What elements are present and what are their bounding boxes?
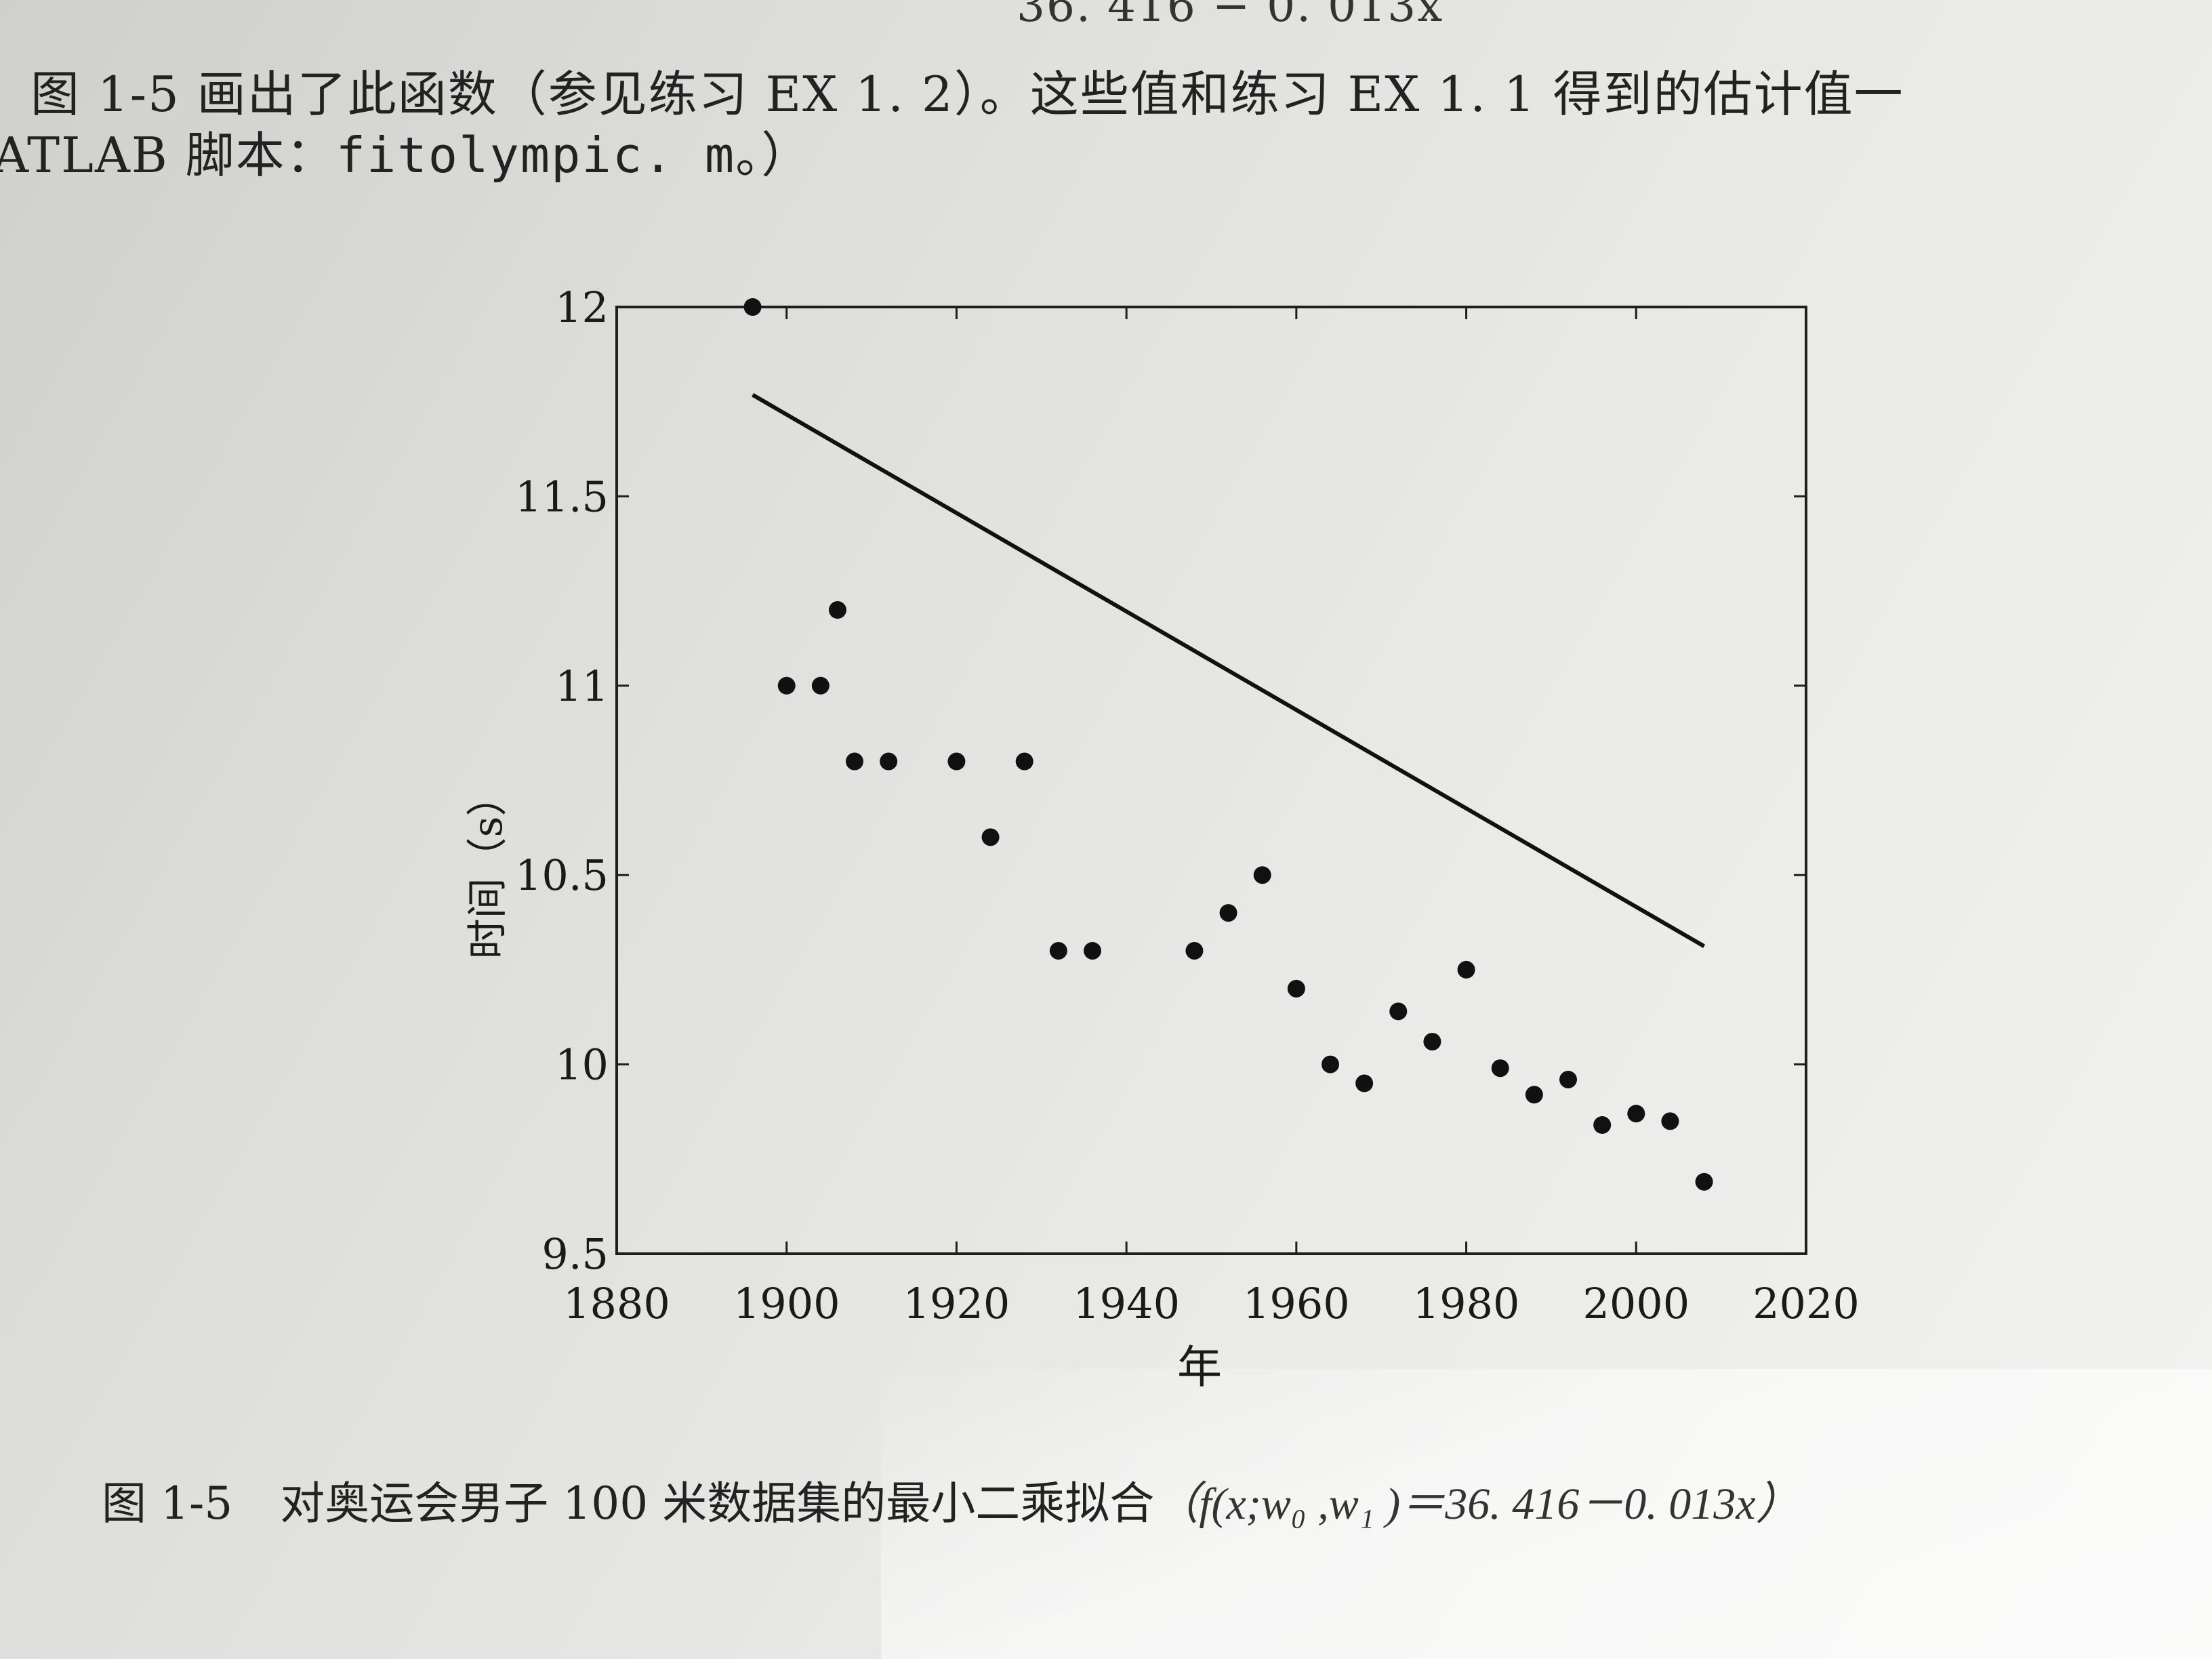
y-tick-label: 11.5 xyxy=(515,472,609,521)
body-text-line-1: 图 1-5 画出了此函数（参见练习 EX 1. 2）。这些值和练习 EX 1. … xyxy=(30,66,1904,123)
data-point xyxy=(1355,1074,1374,1092)
x-axis-label: 年 xyxy=(1177,1341,1222,1393)
data-point xyxy=(1389,1002,1408,1021)
data-point xyxy=(846,752,863,771)
caption-number: 图 1-5 xyxy=(102,1477,233,1530)
body-text-line-2-prefix: ATLAB 脚本： xyxy=(0,127,336,184)
data-point xyxy=(1253,866,1271,884)
caption-formula: （f(x;w₀ ,w₁ )＝36. 416－0. 013x） xyxy=(1154,1479,1801,1529)
x-tick-label: 2000 xyxy=(1582,1279,1689,1328)
x-tick-label: 1960 xyxy=(1243,1279,1350,1328)
data-point xyxy=(1185,941,1204,960)
x-tick-label: 1880 xyxy=(563,1279,670,1328)
data-point xyxy=(880,752,898,771)
x-tick-label: 1900 xyxy=(733,1279,840,1328)
data-point xyxy=(743,298,762,316)
light-shade xyxy=(881,1369,2212,1659)
tick-labels: 1880 1900 1920 1940 1960 1980 2000 2020 9.5 10 10.… xyxy=(515,283,1860,1328)
y-tick-label: 9.5 xyxy=(541,1229,609,1279)
data-point xyxy=(947,752,966,771)
data-point xyxy=(1661,1112,1679,1130)
x-tick-label: 1980 xyxy=(1413,1279,1520,1328)
data-point xyxy=(777,676,796,695)
y-tick-label: 10.5 xyxy=(515,851,609,900)
data-point xyxy=(1695,1172,1713,1191)
x-tick-label: 2020 xyxy=(1753,1279,1860,1328)
data-point xyxy=(811,676,830,695)
fit-line-group xyxy=(752,393,1706,948)
y-tick-label: 10 xyxy=(555,1040,609,1090)
y-tick-label: 12 xyxy=(555,283,609,332)
data-point xyxy=(1015,752,1033,771)
data-point xyxy=(981,828,1000,846)
body-text-line-2-suffix: 。） xyxy=(735,127,812,184)
least-squares-fit-line xyxy=(752,393,1706,948)
plot-frame xyxy=(615,306,1807,1255)
data-point xyxy=(1287,979,1305,998)
data-point xyxy=(1627,1105,1645,1123)
data-point xyxy=(1423,1033,1441,1051)
body-text-line-2: ATLAB 脚本：fitolympic. m。） xyxy=(0,115,811,186)
data-point xyxy=(1491,1059,1509,1078)
x-tick-label: 1920 xyxy=(903,1279,1010,1328)
x-tick-label: 1940 xyxy=(1073,1279,1180,1328)
cut-off-formula-line: 36. 416 − 0. 013x xyxy=(1017,0,1444,32)
data-point xyxy=(1559,1070,1577,1088)
script-filename: fitolympic. m xyxy=(335,127,736,184)
y-tick-label: 11 xyxy=(555,661,609,711)
y-axis-label: 时间（s） xyxy=(464,776,512,960)
data-point xyxy=(1322,1055,1339,1073)
data-point xyxy=(828,601,846,619)
figure-caption: 图 1-5 对奥运会男子 100 米数据集的最小二乘拟合（f(x;w₀ ,w₁ )… xyxy=(102,1467,1801,1532)
data-point xyxy=(1525,1086,1543,1104)
axes xyxy=(615,306,1807,1255)
data-point xyxy=(1593,1116,1612,1134)
data-point xyxy=(1084,941,1101,960)
data-point xyxy=(1219,904,1237,922)
data-point xyxy=(1457,960,1475,979)
data-point xyxy=(1049,941,1067,960)
caption-text: 对奥运会男子 100 米数据集的最小二乘拟合 xyxy=(280,1477,1155,1530)
data-points xyxy=(743,298,1713,1191)
